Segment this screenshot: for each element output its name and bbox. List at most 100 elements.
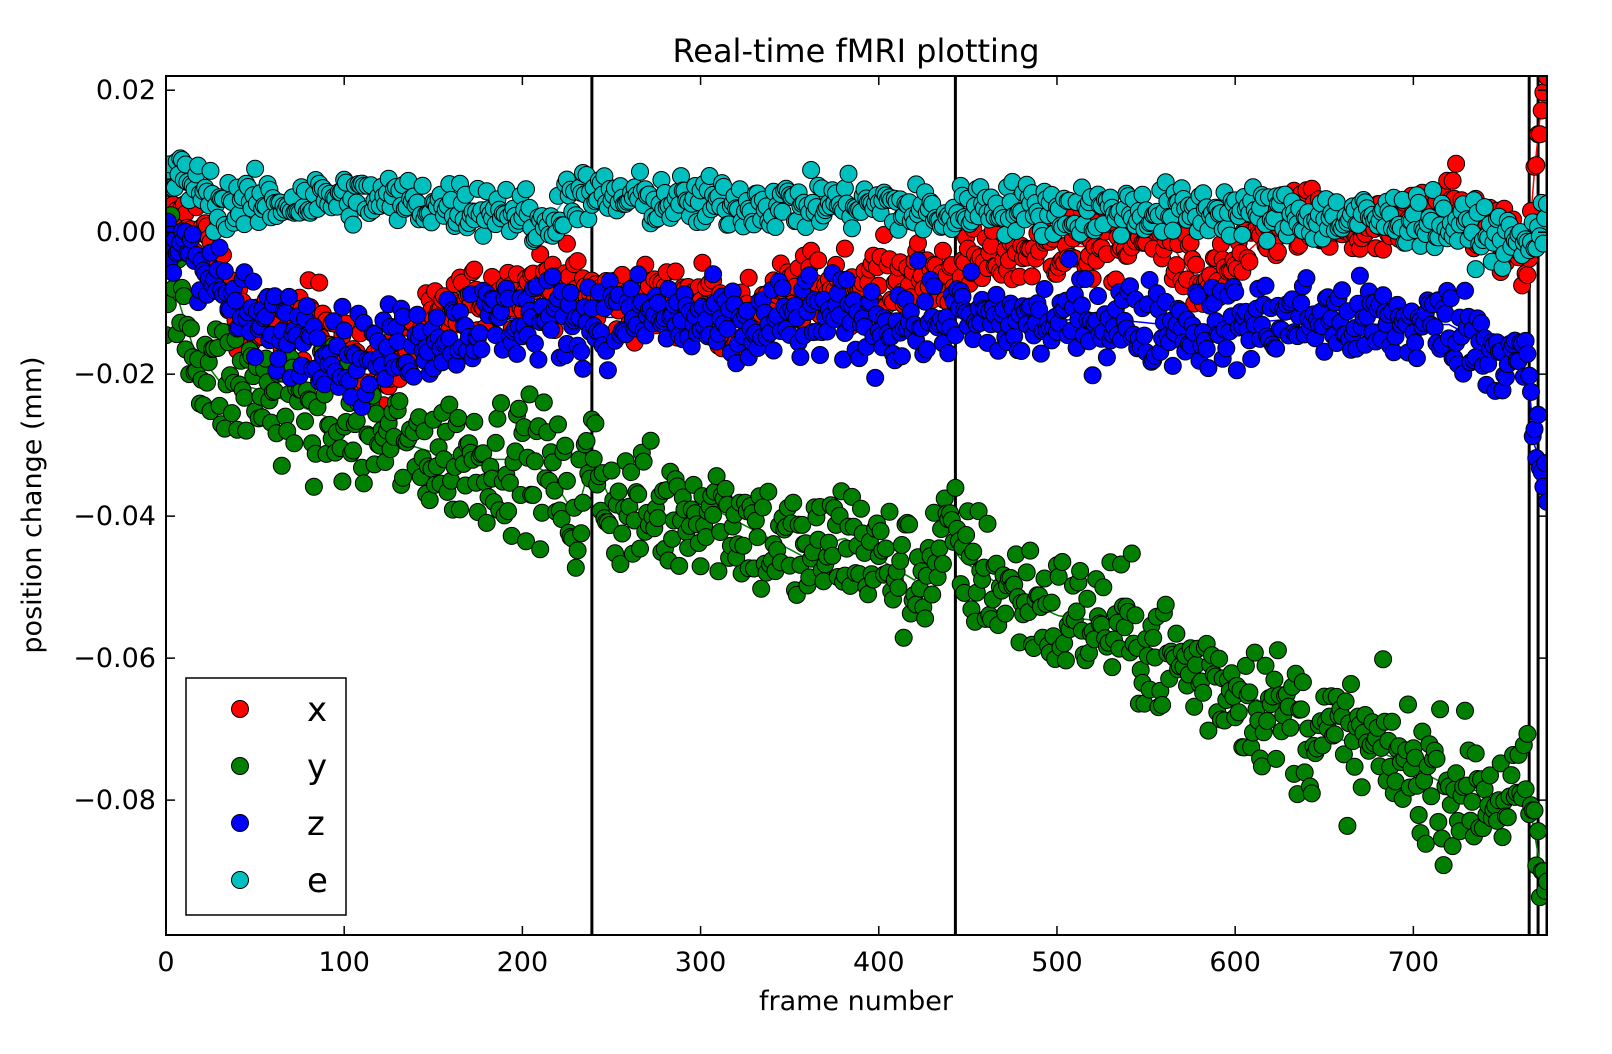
point-z: [1060, 250, 1079, 269]
point-z: [916, 292, 935, 311]
point-z: [543, 267, 562, 286]
point-z: [1333, 281, 1352, 300]
point-z: [987, 285, 1006, 304]
point-z: [210, 238, 229, 257]
point-y: [394, 468, 412, 487]
point-z: [800, 266, 819, 285]
point-z: [404, 367, 423, 386]
point-z: [1406, 333, 1425, 352]
point-y: [1268, 641, 1287, 660]
point-y: [577, 432, 596, 450]
point-y: [891, 551, 910, 570]
point-x: [568, 252, 587, 271]
point-y: [1434, 856, 1453, 875]
point-y: [1199, 721, 1218, 740]
point-y: [1431, 700, 1450, 719]
point-x: [1530, 125, 1547, 144]
point-y: [1122, 544, 1141, 563]
point-z: [308, 328, 327, 347]
point-y: [1256, 656, 1275, 675]
point-z: [525, 334, 544, 353]
point-y: [1498, 808, 1517, 827]
point-e: [1534, 234, 1547, 253]
point-y: [793, 515, 812, 534]
legend-marker-z: [231, 814, 249, 832]
point-z: [541, 320, 560, 339]
point-y: [1422, 787, 1441, 806]
point-z: [737, 301, 756, 320]
point-y: [1103, 658, 1122, 677]
point-z: [1520, 366, 1539, 385]
legend-box: [185, 677, 347, 916]
point-y: [344, 441, 363, 460]
point-y: [1456, 701, 1474, 720]
point-e: [766, 218, 785, 236]
point-z: [1536, 454, 1547, 473]
point-x: [310, 273, 329, 292]
point-y: [477, 513, 496, 532]
point-y: [1416, 834, 1435, 853]
legend-label-z: z: [307, 804, 325, 844]
point-z: [1012, 342, 1031, 360]
y-tick-label: −0.04: [73, 501, 156, 532]
point-y: [1502, 766, 1521, 785]
point-y: [876, 539, 895, 558]
point-y: [1491, 754, 1510, 773]
point-z: [1538, 492, 1547, 511]
point-y: [634, 452, 653, 471]
point-y: [784, 493, 803, 512]
point-x: [693, 253, 712, 272]
point-y: [1094, 578, 1113, 597]
point-y: [534, 393, 553, 412]
point-x: [1447, 154, 1466, 173]
point-y: [524, 486, 543, 504]
point-x: [666, 262, 685, 281]
point-z: [598, 361, 617, 380]
point-y: [969, 502, 988, 521]
point-z: [1350, 266, 1369, 285]
point-y: [1126, 606, 1145, 625]
y-tick-label: 0.00: [96, 217, 156, 248]
chart-title: Real-time fMRI plotting: [672, 32, 1039, 70]
point-y: [916, 609, 935, 628]
point-z: [917, 340, 936, 359]
point-y: [611, 555, 630, 573]
point-y: [1463, 792, 1482, 811]
point-z: [1267, 339, 1286, 358]
point-y: [1342, 675, 1360, 693]
point-z: [1315, 342, 1334, 361]
point-y: [1210, 649, 1229, 668]
point-z: [246, 348, 265, 366]
point-y: [1516, 780, 1535, 799]
point-y: [1156, 595, 1175, 614]
point-y: [525, 452, 544, 471]
point-e: [413, 176, 432, 195]
point-y: [631, 539, 649, 558]
point-y: [1374, 650, 1393, 669]
point-z: [1089, 287, 1107, 305]
point-z: [280, 287, 298, 306]
point-y: [892, 536, 911, 554]
point-x: [1518, 266, 1537, 285]
x-tick-label: 600: [1209, 947, 1261, 978]
point-e: [1163, 221, 1182, 240]
point-y: [500, 473, 519, 492]
point-e: [1434, 199, 1453, 218]
point-z: [909, 251, 927, 270]
point-y: [1281, 718, 1300, 737]
point-y: [1334, 745, 1353, 764]
point-y: [1240, 683, 1259, 702]
point-x: [1240, 252, 1259, 271]
point-y: [964, 542, 983, 561]
point-z: [408, 305, 427, 324]
point-z: [427, 308, 446, 327]
point-z: [837, 270, 856, 289]
point-y: [1409, 806, 1428, 824]
point-e: [1466, 260, 1485, 279]
point-y: [957, 526, 976, 544]
x-tick-label: 200: [497, 947, 549, 978]
point-z: [925, 277, 943, 296]
point-x: [835, 239, 854, 258]
point-z: [1407, 349, 1426, 368]
point-z: [1374, 286, 1393, 305]
